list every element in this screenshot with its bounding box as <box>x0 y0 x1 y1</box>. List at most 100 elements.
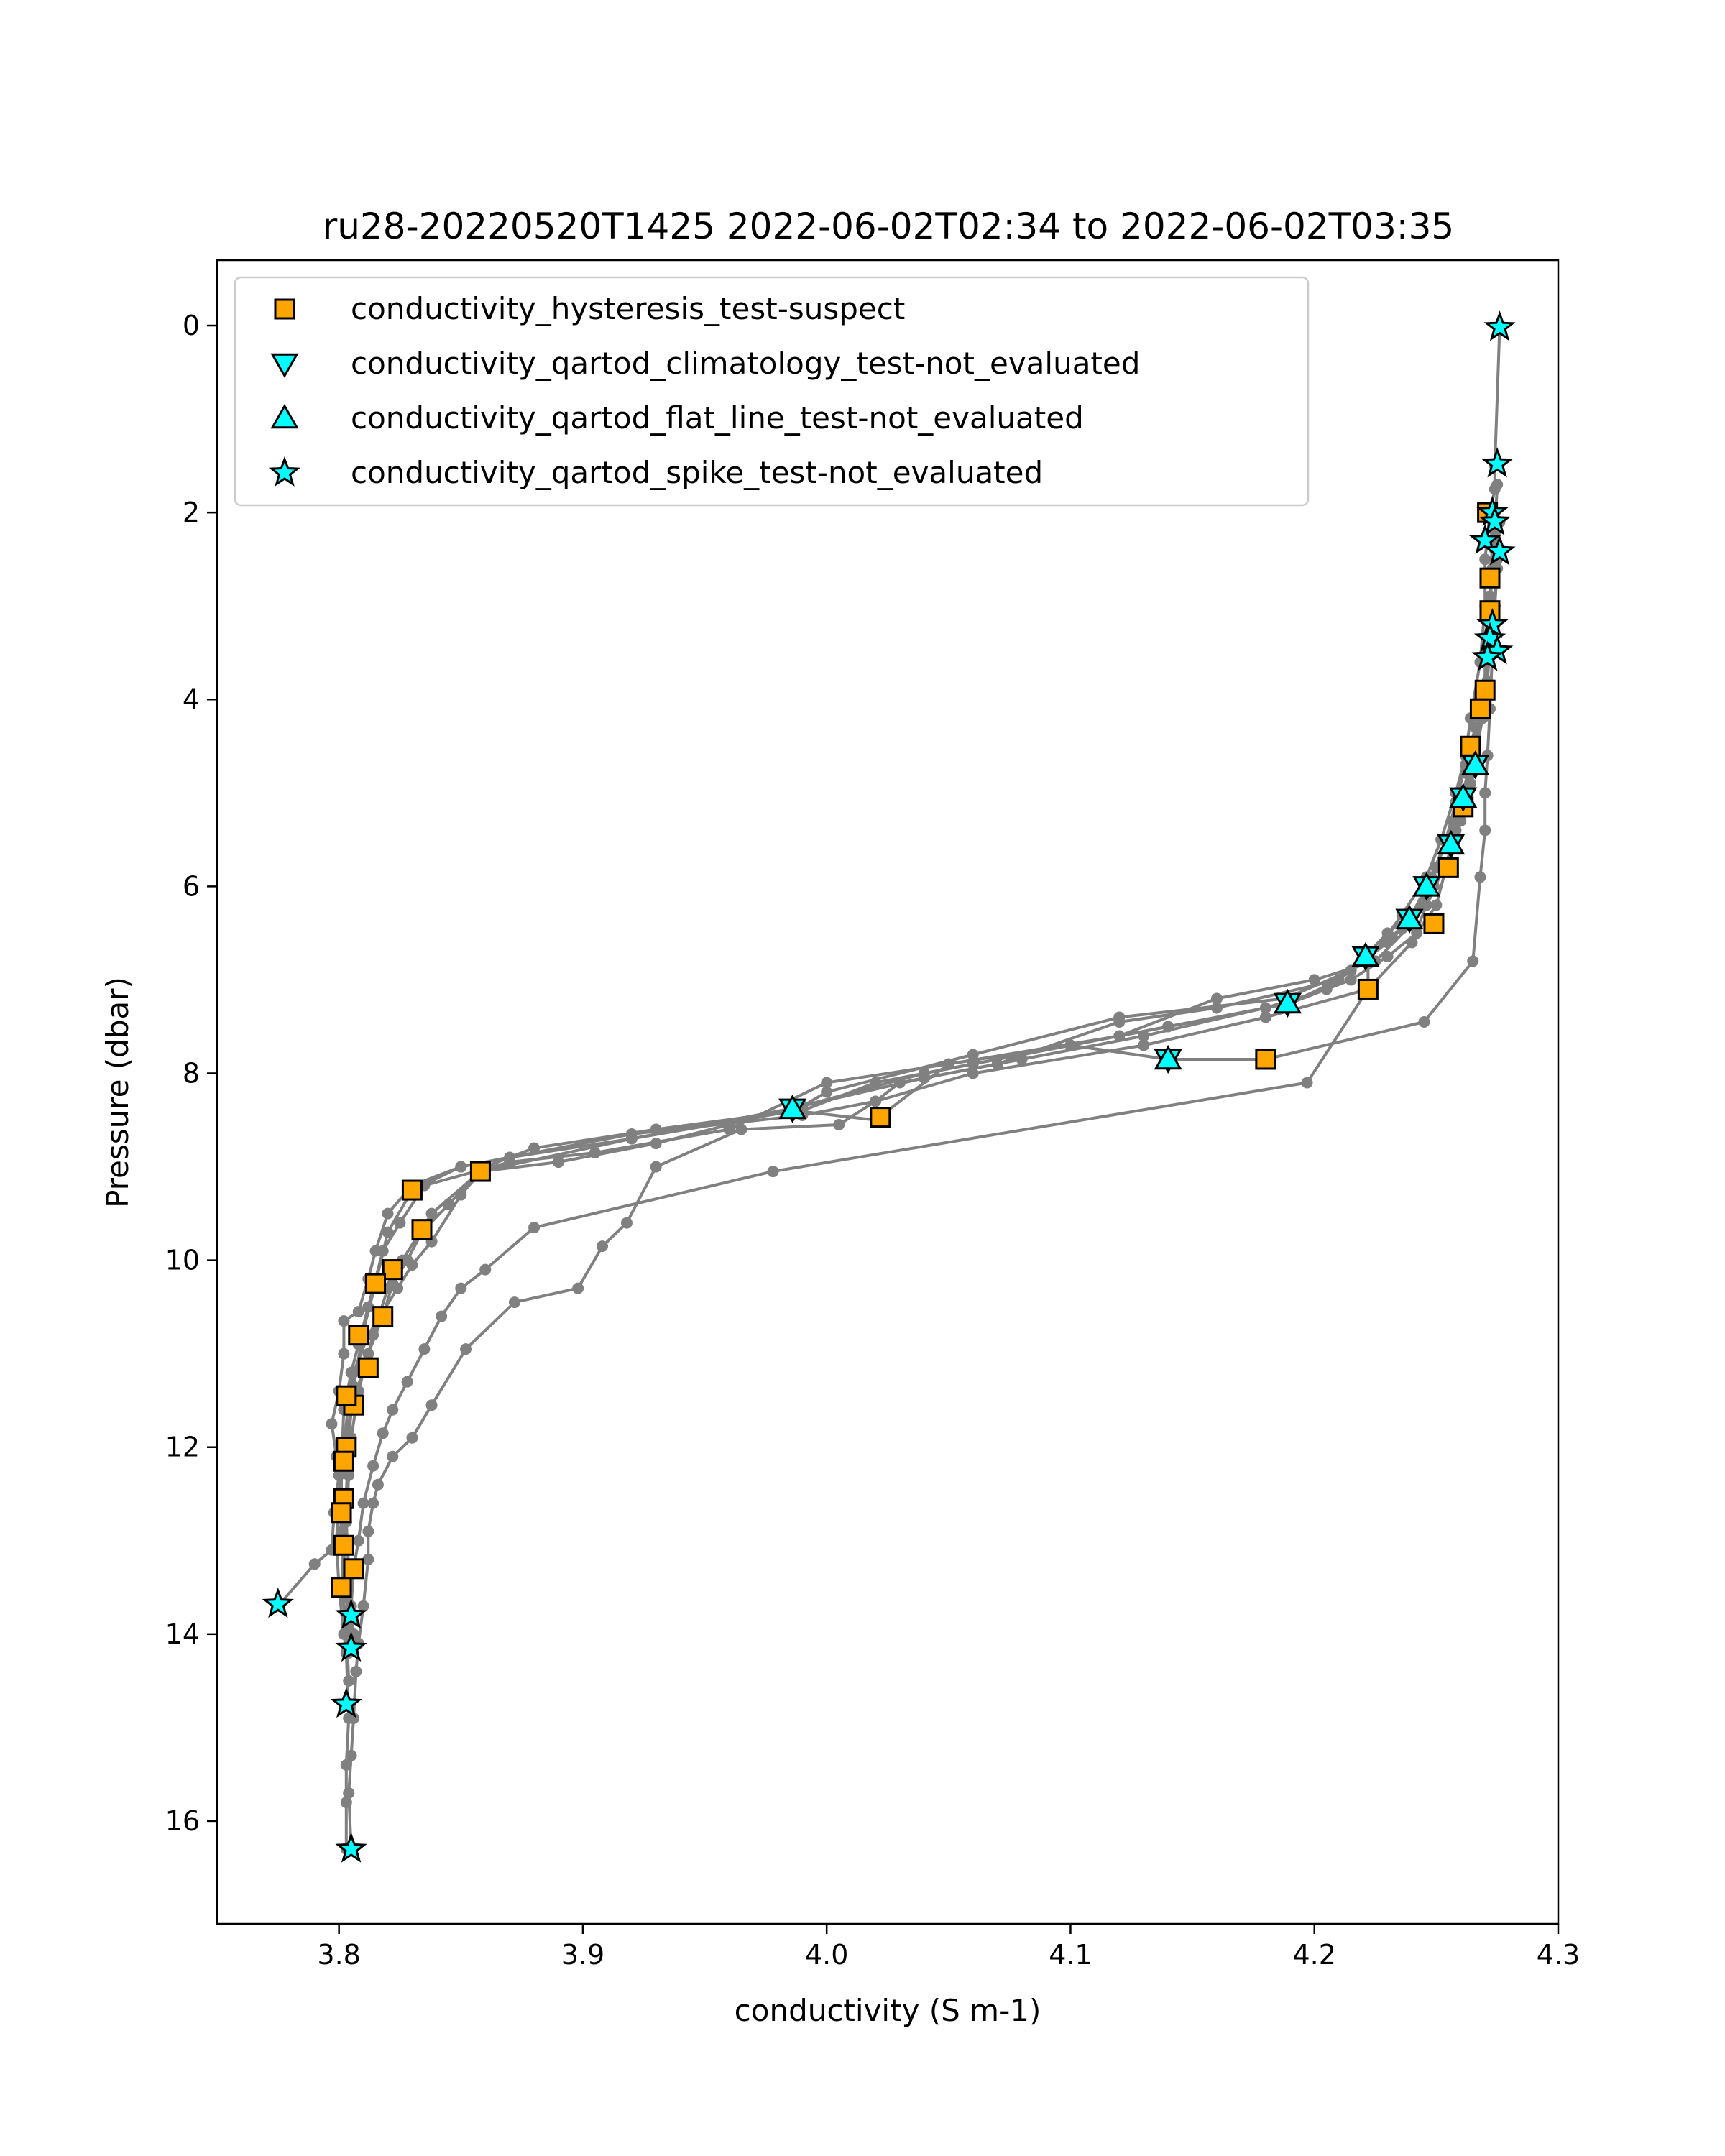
triangle-up-marker <box>1461 750 1490 775</box>
square-marker <box>1479 567 1501 589</box>
legend-item: conductivity_qartod_spike_test-not_evalu… <box>268 455 1043 490</box>
profile-point <box>572 1282 584 1294</box>
triangle-up-marker <box>1351 941 1380 967</box>
profile-point <box>1308 974 1320 986</box>
profile-point <box>387 1450 399 1462</box>
triangle-up-marker <box>1412 872 1441 897</box>
profile-point <box>1474 871 1486 883</box>
profile-point <box>870 1095 882 1107</box>
profile-point <box>1479 553 1491 566</box>
y-tick-label: 12 <box>165 1432 200 1463</box>
profile-point <box>338 1348 350 1360</box>
x-axis-ticks: 3.8 3.9 4.0 4.1 4.2 4.3 <box>317 1924 1580 1971</box>
profile-point <box>357 1497 369 1509</box>
profile-point <box>528 1222 540 1234</box>
legend-item: conductivity_qartod_climatology_test-not… <box>270 346 1140 381</box>
square-marker <box>1357 978 1379 1000</box>
profile-point <box>991 1058 1003 1070</box>
legend: conductivity_hysteresis_test-suspectcond… <box>234 276 1310 507</box>
square-marker <box>333 1534 354 1556</box>
profile-point <box>455 1161 467 1173</box>
y-tick-label: 8 <box>183 1057 200 1089</box>
profile-point <box>436 1310 448 1322</box>
profile-point <box>362 1525 374 1537</box>
star-marker <box>335 1631 367 1662</box>
star-marker <box>1478 505 1511 535</box>
x-tick-label: 4.0 <box>805 1939 848 1971</box>
triangle-up-marker <box>1449 783 1478 808</box>
profile-point <box>479 1263 492 1276</box>
profile-point <box>508 1296 520 1309</box>
profile-point <box>552 1156 564 1169</box>
profile-point <box>418 1343 431 1355</box>
profile-point <box>1259 1011 1271 1023</box>
square-marker <box>343 1558 364 1580</box>
y-tick-label: 2 <box>183 497 200 528</box>
profile-point <box>362 1348 374 1360</box>
profile-point <box>336 1525 348 1537</box>
profile-point <box>343 1787 355 1799</box>
profile-point <box>1345 974 1357 986</box>
profile-point <box>401 1376 413 1388</box>
legend-frame <box>234 276 1310 507</box>
profile-point <box>1211 992 1223 1005</box>
triangle-up-marker <box>778 1094 807 1120</box>
series-star <box>262 310 1516 1863</box>
profile-point <box>369 1245 382 1257</box>
y-tick-label: 10 <box>165 1245 200 1276</box>
profile-point <box>1491 479 1504 491</box>
legend-label: conductivity_qartod_climatology_test-not… <box>351 346 1140 381</box>
profile-point <box>426 1399 438 1411</box>
square-marker <box>870 1107 891 1128</box>
profile-point <box>1211 1002 1223 1014</box>
star-marker <box>262 1587 294 1618</box>
profile-point <box>1138 1039 1150 1051</box>
profile-point <box>394 1217 406 1229</box>
profile-point <box>650 1161 662 1173</box>
profile-point <box>426 1207 438 1220</box>
square-marker <box>1474 679 1496 701</box>
legend-label: conductivity_hysteresis_test-suspect <box>351 291 905 326</box>
profile-point <box>597 1240 609 1253</box>
profile-point <box>1420 899 1432 911</box>
profile-point <box>367 1460 380 1472</box>
profile-point <box>382 1207 394 1220</box>
square-marker <box>1469 698 1491 719</box>
y-tick-label: 16 <box>165 1805 200 1837</box>
profile-point <box>406 1259 418 1271</box>
star-marker <box>1484 310 1516 341</box>
star-marker <box>335 1598 367 1629</box>
y-axis-ticks: 0 2 4 6 8 10 12 14 16 <box>165 310 217 1837</box>
profile-point <box>377 1427 389 1439</box>
x-tick-label: 4.1 <box>1049 1939 1092 1971</box>
profile-point <box>1386 931 1399 944</box>
profile-point <box>821 1077 833 1089</box>
profile-point <box>1113 1015 1126 1028</box>
x-tick-label: 3.9 <box>561 1939 604 1971</box>
profile-point <box>1469 722 1481 734</box>
x-axis-label: conductivity (S m-1) <box>735 1993 1041 2028</box>
profile-point <box>392 1282 404 1294</box>
legend-star-icon <box>268 456 301 487</box>
profile-point <box>767 1166 779 1178</box>
y-tick-label: 0 <box>183 310 200 341</box>
profile-point <box>443 1198 455 1210</box>
profile-point <box>345 1749 357 1761</box>
profile-point <box>650 1123 662 1135</box>
profile-point <box>372 1478 384 1491</box>
profile-point <box>1418 1015 1430 1028</box>
legend-label: conductivity_qartod_flat_line_test-not_e… <box>351 400 1084 436</box>
profile-point <box>620 1217 632 1229</box>
profile-point <box>1430 899 1443 911</box>
square-marker <box>469 1161 491 1182</box>
profile-point <box>347 1712 359 1724</box>
legend-item: conductivity_qartod_flat_line_test-not_e… <box>270 400 1084 436</box>
profile-point <box>460 1343 472 1355</box>
profile-point <box>1455 815 1467 827</box>
profile-point <box>625 1128 638 1141</box>
square-marker <box>365 1273 387 1294</box>
star-marker <box>1473 622 1506 653</box>
star-marker <box>1484 535 1516 566</box>
profile-point <box>967 1049 979 1061</box>
